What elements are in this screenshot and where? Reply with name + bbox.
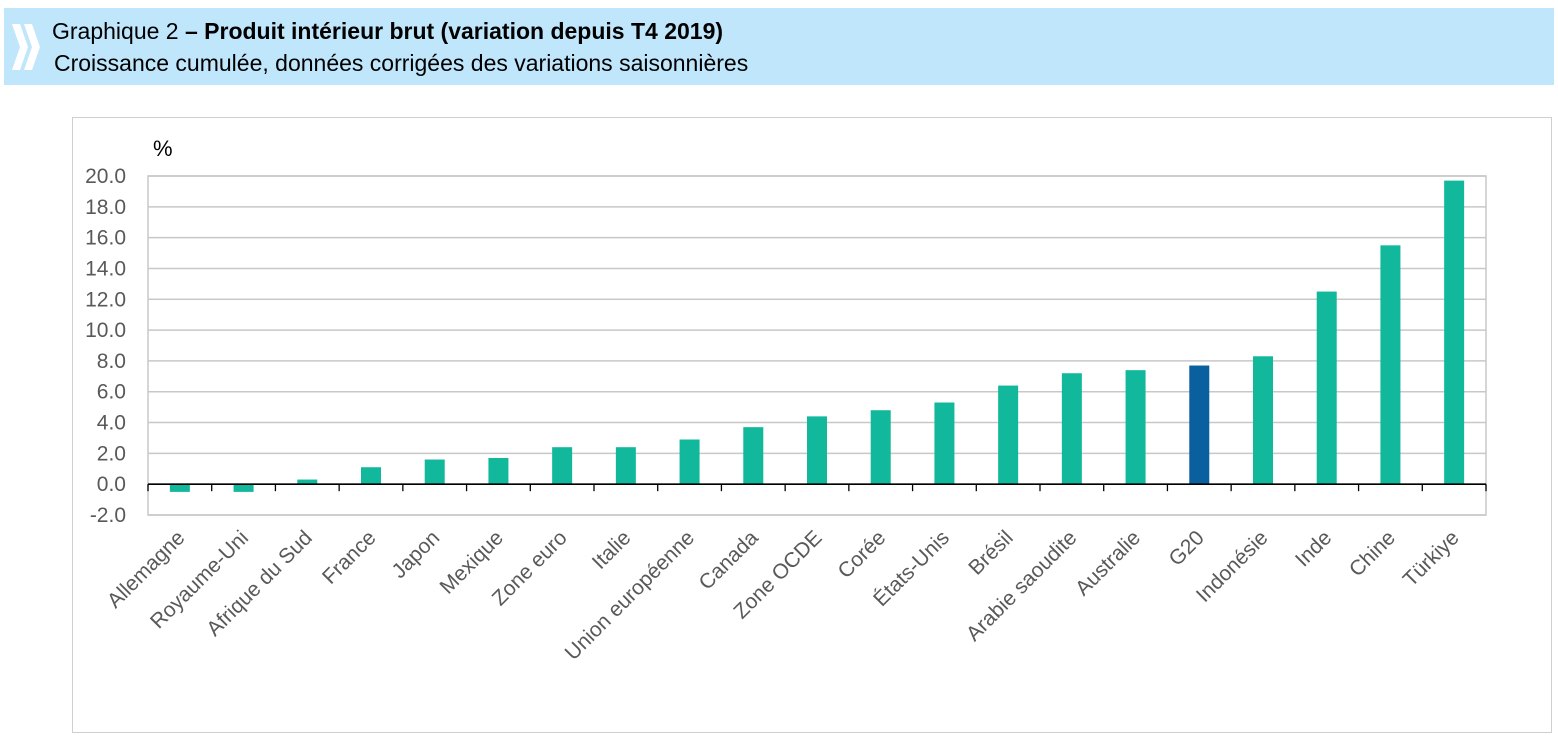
bar-7 xyxy=(552,447,573,485)
bar-12 xyxy=(870,410,891,485)
bar-17 xyxy=(1189,365,1210,485)
bar-2 xyxy=(233,484,254,492)
x-category-label: Arabie saoudite xyxy=(962,526,1081,645)
x-category-label: Türkiye xyxy=(1399,526,1464,591)
y-tick-label: 6.0 xyxy=(97,381,126,404)
bar-1 xyxy=(169,484,190,492)
bar-8 xyxy=(615,447,636,485)
bar-3 xyxy=(297,479,318,485)
x-category-label: Chine xyxy=(1345,526,1400,581)
y-tick-label: 8.0 xyxy=(97,350,126,373)
bar-16 xyxy=(1125,370,1146,485)
bar-18 xyxy=(1253,356,1273,485)
y-tick-label: -2.0 xyxy=(90,504,126,527)
plot-area xyxy=(147,175,1487,516)
bar-6 xyxy=(488,457,509,485)
x-category-label: Inde xyxy=(1291,526,1336,571)
x-category-label: G20 xyxy=(1164,526,1208,570)
x-category-label: France xyxy=(318,526,380,588)
y-tick-label: 20.0 xyxy=(85,165,126,188)
y-tick-label: 2.0 xyxy=(97,442,126,465)
chart-subtitle: Croissance cumulée, données corrigées de… xyxy=(54,50,749,76)
bar-5 xyxy=(424,459,445,485)
y-tick-label: 16.0 xyxy=(85,227,126,250)
bar-21 xyxy=(1444,180,1465,485)
y-tick-label: 14.0 xyxy=(85,257,126,280)
chart-title: Graphique 2 – Produit intérieur brut (va… xyxy=(52,18,723,45)
y-tick-label: 10.0 xyxy=(85,319,126,342)
y-tick-label: 18.0 xyxy=(85,196,126,219)
y-axis-unit: % xyxy=(153,136,173,161)
bar-4 xyxy=(361,467,381,485)
bar-11 xyxy=(807,416,827,485)
bar-13 xyxy=(934,402,955,485)
bar-chart: 20.0 18.0 16.0 14.0 12.0 10.0 8.0 6.0 4.0 2.0 0.0 -… xyxy=(85,136,1487,665)
bar-15 xyxy=(1061,373,1082,485)
x-category-label: Brésil xyxy=(964,526,1017,579)
bar-20 xyxy=(1380,245,1401,485)
y-tick-label: 4.0 xyxy=(97,412,126,435)
bar-14 xyxy=(998,385,1019,485)
x-category-label: Australie xyxy=(1071,526,1145,600)
bar-19 xyxy=(1316,291,1337,485)
chart-frame: 20.0 18.0 16.0 14.0 12.0 10.0 8.0 6.0 4.0 2.0 0.0 -… xyxy=(72,117,1552,733)
x-category-label: Japon xyxy=(388,526,445,583)
x-category-label: Italie xyxy=(588,526,636,574)
title-text: – Produit intérieur brut (variation depu… xyxy=(178,18,724,44)
title-banner: Graphique 2 – Produit intérieur brut (va… xyxy=(4,8,1554,85)
y-tick-label: 0.0 xyxy=(97,473,126,496)
title-prefix: Graphique 2 xyxy=(52,18,179,44)
x-category-label: Corée xyxy=(834,526,891,583)
bar-9 xyxy=(679,439,700,485)
y-tick-label: 12.0 xyxy=(85,288,126,311)
bar-10 xyxy=(743,427,764,485)
double-chevron-icon xyxy=(12,24,40,70)
